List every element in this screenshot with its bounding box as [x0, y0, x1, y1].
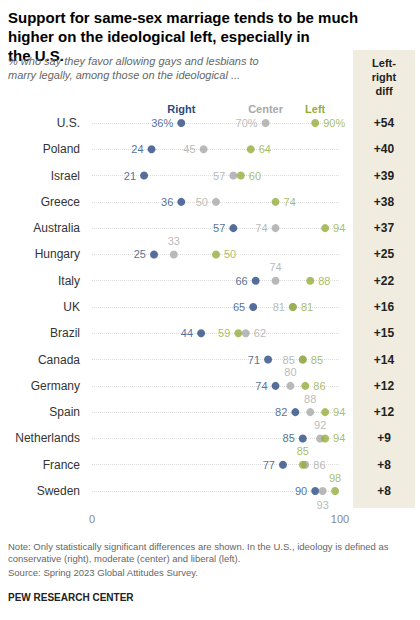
svg-text:64: 64	[259, 143, 271, 155]
svg-text:France: France	[43, 458, 81, 472]
svg-text:+8: +8	[377, 484, 391, 498]
svg-text:33: 33	[168, 235, 180, 247]
svg-text:74: 74	[255, 380, 267, 392]
svg-text:66: 66	[235, 275, 247, 287]
svg-text:65: 65	[233, 301, 245, 313]
svg-text:+38: +38	[374, 195, 395, 209]
svg-text:50: 50	[224, 248, 236, 260]
svg-text:57: 57	[213, 222, 225, 234]
svg-text:98: 98	[329, 472, 341, 484]
svg-text:+12: +12	[374, 405, 395, 419]
svg-text:70%: 70%	[236, 117, 258, 129]
svg-text:94: 94	[333, 432, 345, 444]
svg-text:diff: diff	[375, 85, 392, 97]
svg-text:88: 88	[304, 393, 316, 405]
svg-text:Spain: Spain	[49, 405, 80, 419]
svg-text:90%: 90%	[323, 117, 345, 129]
svg-text:21: 21	[124, 170, 136, 182]
svg-text:85: 85	[311, 354, 323, 366]
svg-text:81: 81	[273, 301, 285, 313]
svg-text:80: 80	[284, 366, 296, 378]
svg-text:71: 71	[248, 354, 260, 366]
svg-text:+12: +12	[374, 379, 395, 393]
svg-text:Left: Left	[305, 103, 326, 115]
svg-text:Italy: Italy	[58, 274, 80, 288]
svg-text:+37: +37	[374, 221, 395, 235]
svg-text:Center: Center	[248, 103, 284, 115]
svg-text:Greece: Greece	[41, 195, 81, 209]
svg-text:Note: Only statistically signi: Note: Only statistically significant dif…	[8, 541, 391, 552]
svg-text:Brazil: Brazil	[50, 326, 80, 340]
svg-text:right: right	[372, 71, 397, 83]
svg-text:Support for same-sex marriage: Support for same-sex marriage tends to b…	[8, 9, 362, 26]
svg-text:Australia: Australia	[33, 221, 80, 235]
svg-text:77: 77	[263, 459, 275, 471]
svg-text:45: 45	[183, 143, 195, 155]
svg-text:+14: +14	[374, 353, 395, 367]
svg-text:Hungary: Hungary	[35, 247, 80, 261]
svg-text:+9: +9	[377, 431, 391, 445]
svg-text:marry legally, among those on: marry legally, among those on the ideolo…	[8, 69, 240, 81]
svg-text:+25: +25	[374, 247, 395, 261]
svg-text:Netherlands: Netherlands	[15, 431, 80, 445]
svg-text:UK: UK	[63, 300, 80, 314]
svg-text:74: 74	[255, 222, 267, 234]
svg-text:Sweden: Sweden	[37, 484, 80, 498]
svg-text:Germany: Germany	[31, 379, 80, 393]
svg-text:85: 85	[283, 432, 295, 444]
svg-text:85: 85	[297, 445, 309, 457]
svg-text:24: 24	[131, 143, 143, 155]
svg-text:59: 59	[218, 327, 230, 339]
svg-text:50: 50	[196, 196, 208, 208]
svg-text:+8: +8	[377, 458, 391, 472]
svg-text:36: 36	[161, 196, 173, 208]
svg-text:85: 85	[283, 354, 295, 366]
svg-text:Israel: Israel	[51, 169, 80, 183]
svg-text:+16: +16	[374, 300, 395, 314]
svg-text:+54: +54	[374, 116, 395, 130]
svg-text:25: 25	[134, 248, 146, 260]
svg-text:+39: +39	[374, 169, 395, 183]
svg-text:+15: +15	[374, 326, 395, 340]
svg-text:81: 81	[301, 301, 313, 313]
svg-text:100: 100	[331, 513, 349, 525]
svg-text:82: 82	[275, 406, 287, 418]
svg-text:0: 0	[89, 513, 95, 525]
svg-text:Poland: Poland	[43, 142, 80, 156]
svg-text:86: 86	[313, 380, 325, 392]
svg-text:57: 57	[213, 170, 225, 182]
svg-text:Left-: Left-	[372, 57, 396, 69]
svg-text:U.S.: U.S.	[57, 116, 80, 130]
svg-text:93: 93	[317, 499, 329, 511]
svg-text:conservative (right), moderate: conservative (right), moderate (center) …	[8, 553, 240, 564]
svg-text:44: 44	[181, 327, 193, 339]
svg-text:94: 94	[333, 222, 345, 234]
svg-text:higher on the ideological left: higher on the ideological left, especial…	[8, 28, 314, 45]
svg-text:86: 86	[313, 459, 325, 471]
svg-text:60: 60	[249, 170, 261, 182]
svg-text:88: 88	[318, 275, 330, 287]
svg-text:74: 74	[269, 261, 281, 273]
svg-text:74: 74	[284, 196, 296, 208]
svg-text:Canada: Canada	[38, 353, 80, 367]
svg-text:+40: +40	[374, 142, 395, 156]
svg-text:94: 94	[333, 406, 345, 418]
svg-text:62: 62	[254, 327, 266, 339]
svg-text:PEW RESEARCH CENTER: PEW RESEARCH CENTER	[8, 592, 134, 603]
svg-text:90: 90	[295, 485, 307, 497]
svg-text:+22: +22	[374, 274, 395, 288]
svg-text:36%: 36%	[151, 117, 173, 129]
svg-text:Source: Spring 2023 Global Att: Source: Spring 2023 Global Attitudes Sur…	[8, 567, 198, 578]
svg-text:Right: Right	[167, 103, 195, 115]
svg-text:% who say they favor allowing: % who say they favor allowing gays and l…	[8, 55, 262, 67]
svg-text:92: 92	[314, 419, 326, 431]
